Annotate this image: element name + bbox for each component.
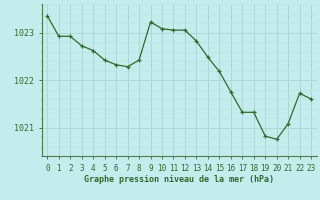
X-axis label: Graphe pression niveau de la mer (hPa): Graphe pression niveau de la mer (hPa) (84, 175, 274, 184)
